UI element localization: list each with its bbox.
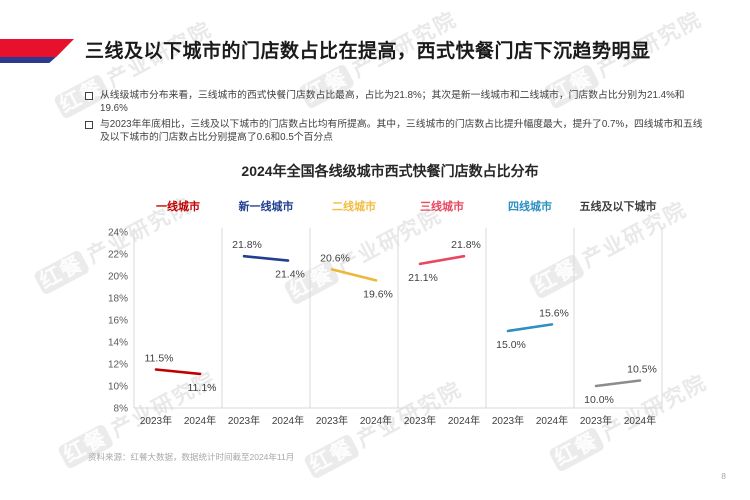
y-tick-label: 20% xyxy=(108,272,128,283)
x-tick-label: 2024年 xyxy=(184,414,216,427)
value-label: 21.1% xyxy=(408,272,438,284)
chart-title: 2024年全国各线级城市西式快餐门店数占比分布 xyxy=(241,163,539,179)
value-label: 11.5% xyxy=(145,353,174,365)
series-line xyxy=(506,323,554,333)
series-line xyxy=(330,268,378,282)
value-label: 11.1% xyxy=(188,382,217,394)
value-label: 20.6% xyxy=(320,252,350,264)
legend-label: 新一线城市 xyxy=(239,199,294,213)
legend-label: 五线及以下城市 xyxy=(580,199,657,213)
value-label: 19.6% xyxy=(363,288,393,300)
bullet-text: 从线级城市分布来看，三线城市的西式快餐门店数占比最高，占比为21.8%；其次是新… xyxy=(100,90,685,114)
value-label: 10.5% xyxy=(627,364,657,376)
y-tick-label: 10% xyxy=(108,382,128,393)
y-tick-label: 24% xyxy=(108,228,128,239)
page-number: 8 xyxy=(721,471,726,481)
x-tick-label: 2023年 xyxy=(580,414,612,427)
value-label: 21.8% xyxy=(451,239,481,251)
value-label: 21.4% xyxy=(275,269,305,281)
y-tick-label: 18% xyxy=(108,294,128,305)
source-note: 资料来源：红餐大数据，数据统计时间截至2024年11月 xyxy=(88,452,295,462)
x-tick-label: 2024年 xyxy=(272,414,304,427)
x-tick-label: 2023年 xyxy=(316,414,348,427)
bullet-item: 从线级城市分布来看，三线城市的西式快餐门店数占比最高，占比为21.8%；其次是新… xyxy=(85,89,710,115)
value-label: 15.0% xyxy=(496,339,526,351)
x-tick-label: 2023年 xyxy=(140,414,172,427)
x-tick-label: 2024年 xyxy=(448,414,480,427)
series-line xyxy=(242,254,290,262)
series-line xyxy=(154,368,202,376)
legend-label: 二线城市 xyxy=(332,199,376,213)
x-tick-label: 2023年 xyxy=(404,414,436,427)
header-accent-blue-shape xyxy=(0,57,56,63)
y-tick-label: 14% xyxy=(108,338,128,349)
series-line xyxy=(418,254,466,266)
series-line xyxy=(594,379,642,388)
bullet-square-icon xyxy=(85,92,93,100)
legend-label: 一线城市 xyxy=(156,199,200,213)
y-tick-label: 22% xyxy=(108,250,128,261)
bullet-square-icon xyxy=(85,121,93,129)
legend-label: 四线城市 xyxy=(508,199,552,213)
value-label: 15.6% xyxy=(539,307,569,319)
value-label: 10.0% xyxy=(584,394,614,406)
bullet-text: 与2023年年底相比，三线及以下城市的门店数占比均有所提高。其中，三线城市的门店… xyxy=(100,119,703,143)
header-accent-red-shape xyxy=(0,39,74,57)
value-label: 21.8% xyxy=(232,239,262,251)
bullet-item: 与2023年年底相比，三线及以下城市的门店数占比均有所提高。其中，三线城市的门店… xyxy=(85,118,710,144)
x-tick-label: 2024年 xyxy=(624,414,656,427)
y-tick-label: 16% xyxy=(108,316,128,327)
x-tick-label: 2024年 xyxy=(536,414,568,427)
legend-label: 三线城市 xyxy=(420,199,464,213)
x-tick-label: 2023年 xyxy=(492,414,524,427)
x-tick-label: 2023年 xyxy=(228,414,260,427)
y-tick-label: 12% xyxy=(108,360,128,371)
x-tick-label: 2024年 xyxy=(360,414,392,427)
page-title: 三线及以下城市的门店数占比在提高，西式快餐门店下沉趋势明显 xyxy=(85,41,651,62)
y-tick-label: 8% xyxy=(114,404,129,415)
